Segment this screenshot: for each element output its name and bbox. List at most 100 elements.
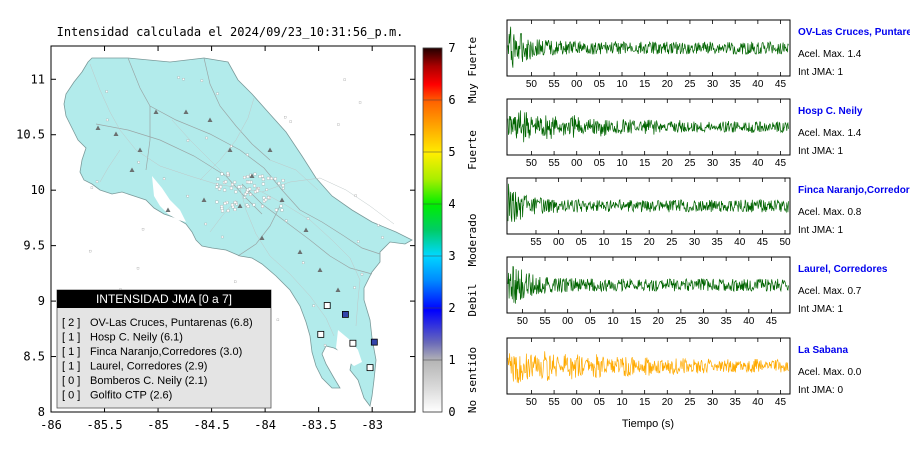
legend-row-label: OV-Las Cruces, Puntarenas (6.8) [90, 317, 253, 329]
station-name: Laurel, Corredores [798, 264, 888, 275]
seismogram-tick-label: 35 [712, 237, 724, 248]
seismogram-tick-label: 40 [752, 397, 764, 408]
station-name: OV-Las Cruces, Puntarenas [798, 27, 910, 38]
seismogram-tick-label: 35 [721, 316, 733, 327]
seismogram-tick-label: 00 [571, 79, 583, 90]
station-intensity-marker [366, 364, 374, 372]
station-max-accel: Acel. Max. 1.4 [798, 49, 862, 60]
colorbar-category-label: Muy Fuerte [466, 37, 479, 103]
colorbar-tick-label: 4 [448, 197, 455, 211]
seismogram-tick-label: 05 [594, 79, 606, 90]
colorbar-tick-label: 7 [448, 41, 455, 55]
map-x-tick-label: -84.5 [194, 418, 230, 432]
station-name: La Sabana [798, 345, 848, 356]
seismogram-tick-label: 15 [630, 316, 642, 327]
station-jma-intensity: Int JMA: 1 [798, 146, 843, 157]
seismogram-tick-label: 50 [779, 237, 791, 248]
station-intensity-marker [317, 330, 325, 338]
map-y-tick-label: 10 [31, 183, 45, 197]
station-jma-intensity: Int JMA: 1 [798, 67, 843, 78]
colorbar-category-label: Debil [466, 283, 479, 316]
seismogram-tick-label: 00 [553, 237, 565, 248]
legend-row-label: Hosp C. Neily (6.1) [90, 332, 183, 344]
station-jma-intensity: Int JMA: 1 [798, 304, 843, 315]
seismogram-tick-label: 05 [594, 158, 606, 169]
seismogram-tick-label: 15 [639, 79, 651, 90]
legend-row-code: [ 0 ] [62, 390, 80, 402]
station-intensity-marker [370, 338, 378, 346]
seismogram-tick-label: 35 [730, 397, 742, 408]
legend-row-code: [ 1 ] [62, 332, 80, 344]
seismogram-panel: 50 55 00 05 10 15 20 25 30 35 40 45 Hosp C. Neily Ace… [506, 98, 863, 169]
colorbar-tick-label: 2 [448, 301, 455, 315]
seismogram-tick-label: 45 [775, 397, 787, 408]
legend-row-label: Golfito CTP (2.6) [90, 390, 172, 402]
seismogram-tick-label: 45 [775, 79, 787, 90]
map-y-tick-label: 10.5 [16, 128, 45, 142]
colorbar-tick-label: 1 [448, 353, 455, 367]
seismogram-tick-label: 20 [662, 158, 674, 169]
seismogram-tick-label: 20 [662, 79, 674, 90]
seismogram-tick-label: 35 [730, 158, 742, 169]
legend-title: INTENSIDAD JMA [0 a 7] [96, 292, 232, 306]
colorbar-tick-label: 5 [448, 145, 455, 159]
seismogram-tick-label: 15 [639, 158, 651, 169]
station-intensity-marker [342, 310, 349, 318]
station-max-accel: Acel. Max. 0.8 [798, 207, 862, 218]
seismogram-tick-label: 10 [607, 316, 619, 327]
seismogram-tick-label: 00 [562, 316, 574, 327]
map-frame [50, 45, 416, 413]
colorbar-category-label: Moderado [466, 214, 479, 267]
seismogram-tick-label: 45 [766, 316, 778, 327]
seismogram-tick-label: 05 [585, 316, 597, 327]
seismogram-tick-label: 40 [752, 79, 764, 90]
seismogram-tick-label: 20 [662, 397, 674, 408]
seismogram-tick-label: 25 [684, 158, 696, 169]
seismogram-tick-label: 10 [616, 79, 628, 90]
legend-row-label: Finca Naranjo,Corredores (3.0) [90, 346, 242, 358]
map-x-tick-label: -83.5 [301, 418, 337, 432]
seismogram-tick-label: 35 [730, 79, 742, 90]
map-title: Intensidad calculada el 2024/09/23_10:31… [57, 25, 404, 39]
seismogram-tick-label: 20 [644, 237, 656, 248]
map-y-tick-label: 8.5 [23, 350, 45, 364]
legend-row-label: Bomberos C. Neily (2.1) [90, 375, 207, 387]
colorbar-tick-label: 0 [448, 405, 455, 419]
colorbar-gradient [422, 47, 443, 413]
seismogram-tick-label: 55 [539, 316, 551, 327]
seismogram-tick-label: 15 [621, 237, 633, 248]
seismogram-tick-label: 40 [743, 316, 755, 327]
map-x-tick-label: -85.5 [86, 418, 122, 432]
legend-row-code: [ 1 ] [62, 361, 80, 373]
seismogram-tick-label: 10 [598, 237, 610, 248]
seismogram-tick-label: 55 [530, 237, 542, 248]
seismogram-tick-label: 40 [752, 158, 764, 169]
colorbar-category-label: No sentido [466, 347, 479, 413]
seismogram-tick-label: 50 [517, 316, 529, 327]
seismogram-panels: 50 55 00 05 10 15 20 25 30 35 40 45 OV-Las Cruces, P… [506, 19, 910, 408]
intensity-colorbar: 7 6 5 4 3 2 1 0 Muy Fuerte Fuerte Moderado Debil No… [422, 37, 479, 419]
seismogram-tick-label: 50 [526, 79, 538, 90]
legend-row-label: Laurel, Corredores (2.9) [90, 361, 207, 373]
seismogram-tick-label: 30 [707, 397, 719, 408]
station-name: Hosp C. Neily [798, 106, 863, 117]
map-y-tick-label: 9.5 [23, 239, 45, 253]
seismogram-tick-label: 30 [689, 237, 701, 248]
costa-rica-landmass [63, 57, 413, 407]
station-intensity-marker [323, 302, 331, 309]
seismogram-tick-label: 55 [549, 79, 561, 90]
seismogram-tick-label: 40 [734, 237, 746, 248]
seismogram-tick-label: 10 [616, 397, 628, 408]
map-x-tick-label: -85 [147, 418, 169, 432]
seismogram-tick-label: 05 [594, 397, 606, 408]
seismogram-tick-label: 20 [653, 316, 665, 327]
seismogram-tick-label: 50 [526, 397, 538, 408]
station-jma-intensity: Int JMA: 0 [798, 385, 843, 396]
seismogram-trace [507, 266, 789, 304]
legend-row-code: [ 2 ] [62, 317, 80, 329]
seismogram-tick-label: 15 [639, 397, 651, 408]
legend-row-code: [ 0 ] [62, 375, 80, 387]
seismogram-tick-label: 25 [684, 397, 696, 408]
station-max-accel: Acel. Max. 0.0 [798, 367, 862, 378]
station-max-accel: Acel. Max. 0.7 [798, 286, 862, 297]
